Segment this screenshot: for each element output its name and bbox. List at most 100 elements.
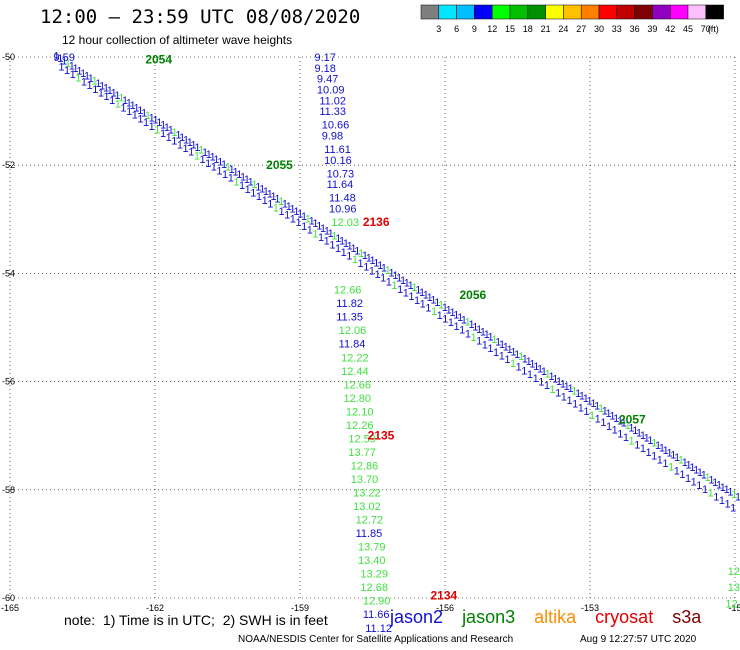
track-mark: 1 <box>701 469 707 481</box>
track-mark: 1 <box>730 502 736 514</box>
track-mark: 1 <box>126 98 132 110</box>
track-mark: 1 <box>600 417 606 429</box>
track-mark: 1 <box>396 272 402 284</box>
track-mark: 1 <box>686 460 692 472</box>
track-mark: 1 <box>651 437 657 449</box>
track-mark: 1 <box>731 489 737 501</box>
track-mark: 1 <box>57 53 63 65</box>
swh-label: 12.86 <box>351 460 379 472</box>
track-mark: 1 <box>95 78 101 90</box>
track-mark: 1 <box>301 211 307 223</box>
colorbar-swatch <box>598 4 618 20</box>
track-mark: 1 <box>708 488 714 500</box>
grid <box>9 56 736 599</box>
track-mark: 1 <box>373 258 379 270</box>
track-mark: 1 <box>255 181 261 193</box>
track-mark: 1 <box>152 115 158 127</box>
track-mark: 1 <box>225 162 231 174</box>
track-mark: 1 <box>470 332 476 344</box>
track-mark: 1 <box>293 206 299 218</box>
track-mark: 1 <box>423 290 429 302</box>
colorbar-swatch <box>563 4 582 20</box>
track-mark: 1 <box>160 128 166 140</box>
track-mark: 1 <box>64 65 70 77</box>
track-mark: 1 <box>380 273 386 285</box>
track-mark: 1 <box>712 477 718 489</box>
swh-label: 12.06 <box>339 325 367 337</box>
track-mark: 1 <box>564 381 570 393</box>
swh-label: 9.59 <box>54 52 75 64</box>
track-mark: 1 <box>655 440 661 452</box>
track-mark: 1 <box>724 484 730 496</box>
track-mark: 1 <box>491 334 497 346</box>
track-mark: 1 <box>713 491 719 503</box>
track-mark: 1 <box>335 243 341 255</box>
track-mark: 1 <box>137 113 143 125</box>
track-mark: 1 <box>651 451 657 463</box>
track-mark: 1 <box>318 232 324 244</box>
track-mark: 1 <box>629 436 635 448</box>
track-mark: 1 <box>141 107 147 119</box>
track-mark: 1 <box>222 169 228 181</box>
track-mark: 1 <box>69 61 75 73</box>
swh-label: 9.18 <box>315 63 336 75</box>
track-mark: 1 <box>335 233 341 245</box>
track-mark: 1 <box>156 117 162 129</box>
track-mark: 1 <box>446 304 452 316</box>
track-mark: 1 <box>420 299 426 311</box>
track-mark: 1 <box>250 188 256 200</box>
track-mark: 1 <box>556 376 562 388</box>
track-mark: 1 <box>575 388 581 400</box>
timestamp-text: Aug 9 12:27:57 UTC 2020 <box>580 634 697 645</box>
track-mark: 1 <box>696 480 702 492</box>
track-mark: 1 <box>70 69 76 81</box>
track-mark: 1 <box>228 173 234 185</box>
track-mark: 1 <box>657 454 663 466</box>
swh-label: 11.02 <box>319 95 346 107</box>
track-mark: 1 <box>143 117 149 129</box>
track-mark: 1 <box>448 317 454 329</box>
colorbar-swatch <box>438 4 457 20</box>
colorbar-swatch <box>580 4 600 20</box>
colorbar-swatch <box>527 4 546 20</box>
track-mark: 1 <box>217 157 223 169</box>
colorbar-legend: 3 6 9 12 15 18 21 24 27 30 33 36 39 42 45 70(ft) <box>420 4 724 34</box>
track-mark: 1 <box>352 254 358 266</box>
track-mark: 1 <box>561 391 567 403</box>
track-mark: 1 <box>103 91 109 103</box>
track-mark: 1 <box>183 134 189 146</box>
track-mark: 1 <box>670 450 676 462</box>
track-mark: 1 <box>606 421 612 433</box>
track-mark: 1 <box>65 58 71 70</box>
track-mark: 1 <box>538 376 544 388</box>
track-mark: 1 <box>697 467 703 479</box>
track-mark: 1 <box>572 399 578 411</box>
track-mark: 1 <box>130 100 136 112</box>
track-mark: 1 <box>437 310 443 322</box>
track-mark: 1 <box>453 309 459 321</box>
track-mark: 1 <box>674 465 680 477</box>
track-mark: 1 <box>115 99 121 111</box>
track-mark: 1 <box>240 171 246 183</box>
track-mark: 1 <box>328 228 334 240</box>
satellite-tracks: 1111111111111111111111111111111111111111… <box>54 51 740 515</box>
track-mark: 1 <box>229 164 235 176</box>
track-mark: 1 <box>516 362 522 374</box>
swh-label: 11.66 <box>363 609 390 621</box>
track-mark: 1 <box>347 240 353 252</box>
track-mark: 1 <box>286 201 292 213</box>
swh-label: 12.90 <box>363 596 391 608</box>
track-mark: 1 <box>389 267 395 279</box>
track-mark: 1 <box>278 196 284 208</box>
swh-label: 12.10 <box>346 406 374 418</box>
track-mark: 1 <box>244 174 250 186</box>
swh-label: 13.22 <box>353 488 381 500</box>
mission-legend: jason2 jason3 altika cryosat s3a <box>390 607 715 628</box>
track-mark: 1 <box>662 458 668 470</box>
track-mark: 1 <box>578 402 584 414</box>
track-mark: 1 <box>198 144 204 156</box>
track-mark: 1 <box>98 87 104 99</box>
track-mark: 1 <box>583 406 589 418</box>
mission-jason2: jason2 <box>390 607 444 627</box>
track-mark: 1 <box>674 452 680 464</box>
